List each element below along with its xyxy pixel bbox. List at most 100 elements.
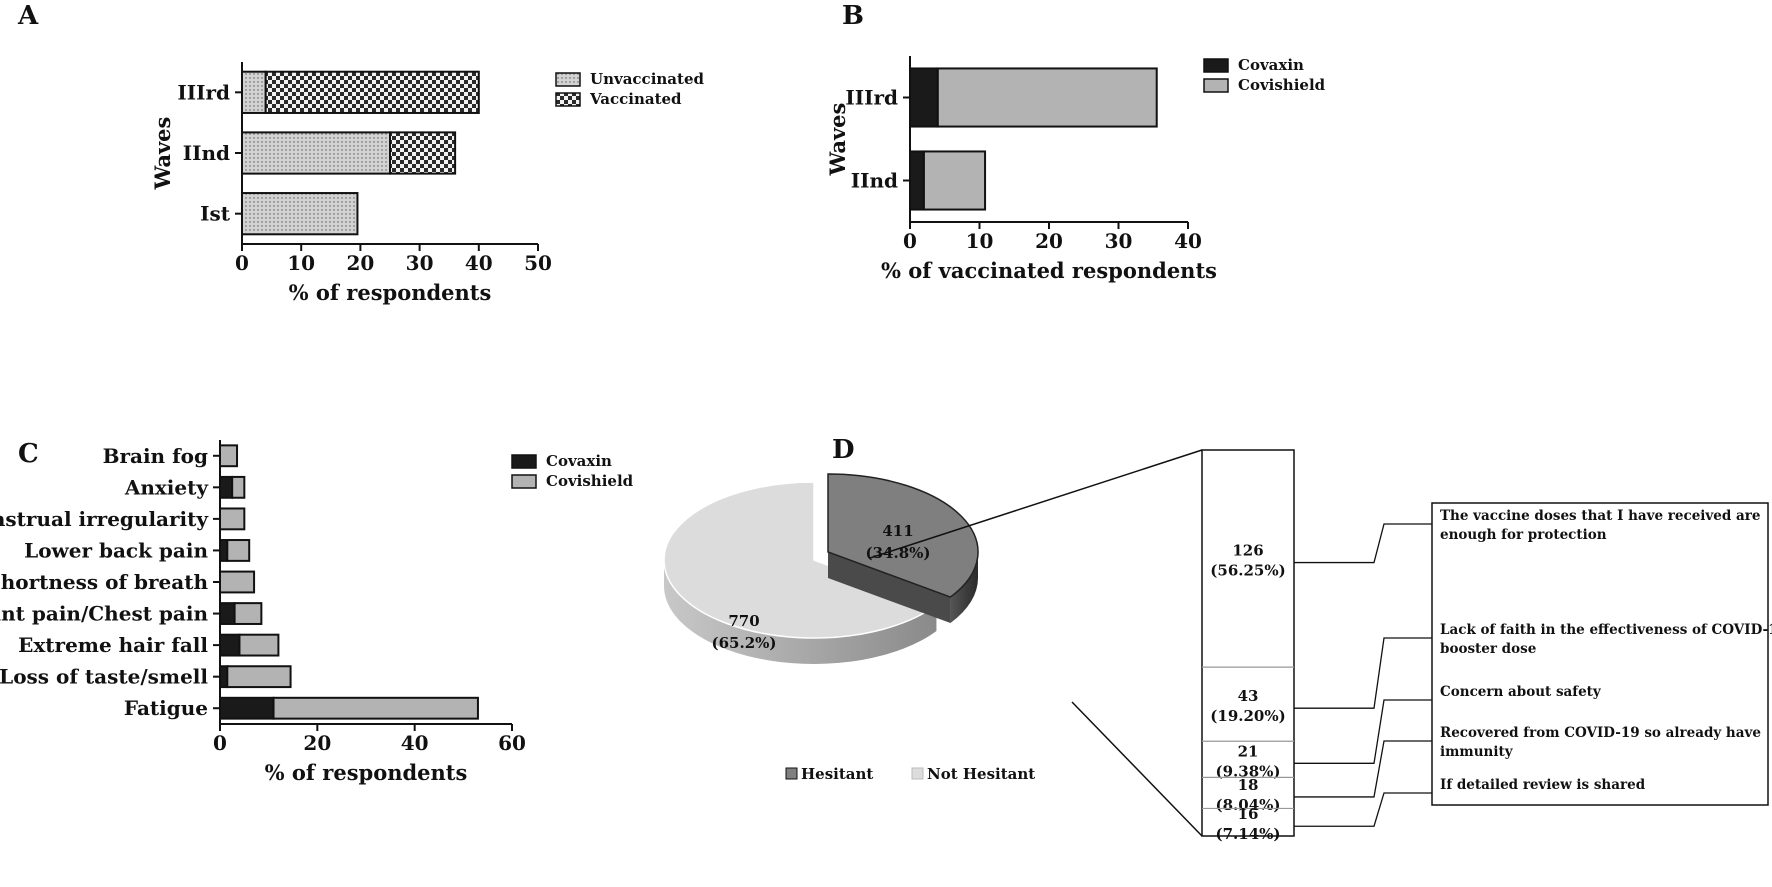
breakdown-column [1201, 449, 1295, 837]
category-label-extreme-hair-fall: Extreme hair fall [18, 633, 208, 657]
legend-label-unvaccinated: Unvaccinated [590, 70, 704, 88]
breakdown-percent: (19.20%) [1210, 707, 1285, 725]
bar-unvaccinated-iiird [241, 70, 267, 114]
legend-swatch-covishield [1203, 78, 1229, 93]
pie-percent-not-hesitant: (65.2%) [712, 634, 777, 652]
category-label-menstrual-irregularity: Menstrual irregularity [0, 507, 209, 531]
x-tick-label: 40 [465, 251, 493, 275]
x-axis-title: % of respondents [265, 760, 468, 785]
y-axis-title: Waves [150, 117, 175, 191]
breakdown-percent: (8.04%) [1216, 796, 1281, 814]
reason-text-line: If detailed review is shared [1440, 777, 1646, 793]
panel-letter-d: D [832, 435, 855, 465]
bar-covaxin-joint-pain-chest-pain [219, 602, 236, 625]
x-tick-label: 50 [524, 251, 552, 275]
x-axis-title: % of vaccinated respondents [881, 258, 1217, 283]
x-tick-label: 30 [1105, 229, 1133, 253]
bar-covaxin-extreme-hair-fall [219, 633, 241, 657]
bar-covaxin-anxiety [219, 475, 234, 499]
bar-covishield-lower-back-pain [226, 539, 251, 562]
pie-side-hesitant [950, 552, 978, 624]
bar-vaccinated-iind [389, 131, 457, 175]
reason-text-line: booster dose [1440, 641, 1536, 657]
category-label-iiird: IIIrd [845, 86, 898, 110]
leader-line [1294, 637, 1432, 709]
category-label-ist: Ist [200, 202, 231, 226]
legend-swatch-covaxin [511, 454, 537, 469]
x-tick-label: 60 [498, 731, 526, 755]
pie-cut-face-hesitant [828, 552, 951, 624]
breakdown-value: 18 [1238, 776, 1259, 794]
bar-unvaccinated-iind [241, 131, 391, 175]
panel-letter-a: A [17, 1, 39, 31]
reasons-box [1431, 502, 1769, 806]
category-label-lower-back-pain: Lower back pain [24, 538, 208, 562]
x-tick-label: 40 [401, 731, 429, 755]
x-tick-label: 0 [213, 731, 227, 755]
legend-label-covaxin: Covaxin [546, 452, 612, 470]
bar-covishield-loss-of-taste-smell [226, 665, 292, 689]
bar-covaxin-iind [909, 150, 925, 211]
panel-a-chart: 0 10 20 30 40 50 Ist IInd IIIrd % of respondents W… [150, 62, 704, 305]
x-tick-label: 30 [406, 251, 434, 275]
x-tick-label: 10 [287, 251, 315, 275]
bar-covishield-fatigue [272, 696, 479, 720]
reason-text-line: Recovered from COVID-19 so already have [1440, 725, 1761, 741]
bar-covishield-extreme-hair-fall [238, 633, 280, 657]
breakdown-value: 43 [1238, 687, 1259, 705]
panel-b-chart: 0 10 20 30 40 IInd IIIrd % of vaccinated respon… [825, 56, 1326, 283]
panel-letter-b: B [842, 1, 864, 31]
bar-unvaccinated-ist [241, 192, 359, 236]
connector-line-bottom [1071, 701, 1203, 837]
bar-covishield-joint-pain-chest-pain [233, 602, 263, 625]
reason-text-line: Concern about safety [1440, 684, 1602, 700]
category-label-shortness-of-breath: Shortness of breath [0, 570, 208, 594]
category-label-brain-fog: Brain fog [103, 444, 208, 468]
breakdown-percent: (56.25%) [1210, 562, 1285, 580]
x-tick-label: 0 [903, 229, 917, 253]
legend-label-covishield: Covishield [546, 472, 634, 490]
breakdown-value: 21 [1238, 742, 1259, 760]
reason-text-line: enough for protection [1440, 527, 1607, 543]
legend-swatch-covaxin [1203, 58, 1229, 73]
x-tick-label: 20 [303, 731, 331, 755]
leader-line [1294, 792, 1432, 827]
bar-vaccinated-iiird [264, 70, 480, 114]
category-label-loss-of-taste-smell: Loss of taste/smell [0, 665, 208, 689]
x-tick-label: 40 [1174, 229, 1202, 253]
leader-line [1294, 740, 1432, 798]
breakdown-value: 16 [1238, 805, 1259, 823]
connector-line-top [869, 449, 1203, 559]
legend-label-covishield: Covishield [1238, 76, 1326, 94]
category-label-fatigue: Fatigue [124, 696, 208, 720]
breakdown-value: 126 [1232, 542, 1263, 560]
pie-value-not-hesitant: 770 [728, 612, 759, 630]
panel-d-pie-chart: 411 (34.8%) 770 (65.2%) Hesitant Not Hesitant… [663, 449, 1772, 843]
pie-percent-hesitant: (34.8%) [866, 544, 931, 562]
bar-covishield-shortness-of-breath [219, 570, 256, 594]
reason-text-line: The vaccine doses that I have received a… [1440, 508, 1760, 524]
x-tick-label: 0 [235, 251, 249, 275]
pie-side-not-hesitant [664, 560, 937, 665]
legend-swatch-covishield [511, 474, 537, 489]
bar-covishield-anxiety [231, 475, 246, 499]
category-label-joint-pain-chest-pain: Joint pain/Chest pain [0, 602, 208, 626]
breakdown-percent: (9.38%) [1216, 762, 1281, 780]
breakdown-percent: (7.14%) [1216, 825, 1281, 843]
category-label-iind: IInd [183, 141, 230, 165]
bar-covaxin-fatigue [219, 696, 275, 720]
category-label-iiird: IIIrd [177, 80, 230, 104]
bar-covaxin-loss-of-taste-smell [219, 665, 229, 689]
bar-covishield-brain-fog [219, 444, 239, 468]
legend-label-vaccinated: Vaccinated [589, 90, 682, 108]
legend-label-hesitant: Hesitant [801, 765, 873, 783]
bar-covaxin-lower-back-pain [219, 539, 229, 562]
bar-covishield-menstrual-irregularity [219, 507, 246, 531]
reason-text-line: Lack of faith in the effectiveness of CO… [1440, 622, 1772, 638]
bar-covishield-iiird [936, 67, 1158, 128]
panel-letter-c: C [18, 439, 39, 469]
panel-c-chart: 0 20 40 60 Fatigue Loss of taste/smell Extreme… [0, 440, 634, 785]
legend-swatch-not-hesitant [911, 767, 924, 780]
x-tick-label: 10 [966, 229, 994, 253]
x-tick-label: 20 [346, 251, 374, 275]
